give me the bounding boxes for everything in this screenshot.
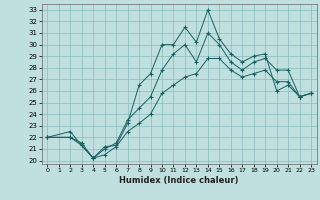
X-axis label: Humidex (Indice chaleur): Humidex (Indice chaleur)	[119, 176, 239, 185]
